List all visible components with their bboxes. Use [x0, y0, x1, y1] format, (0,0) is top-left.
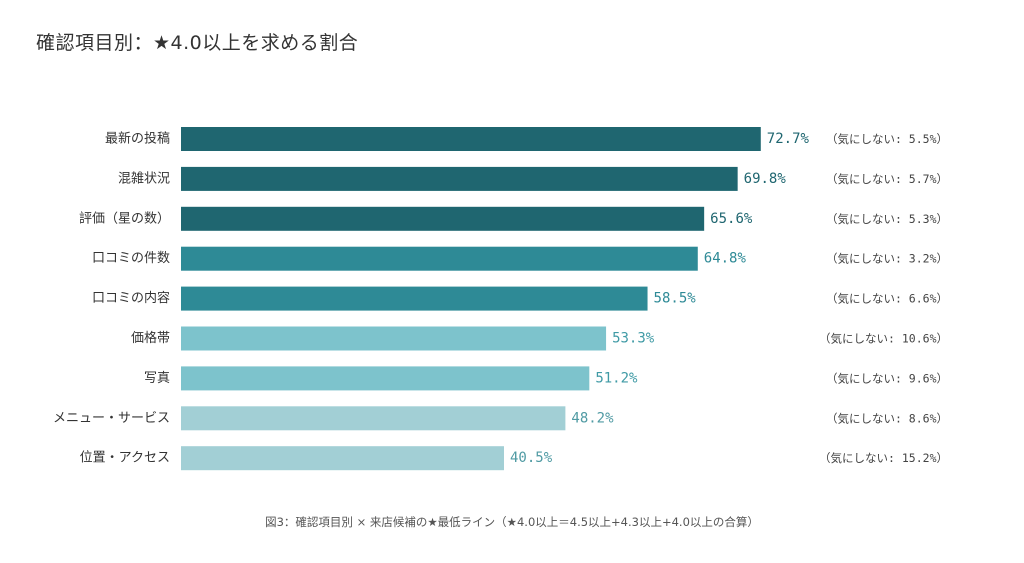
- category-label: 口コミの件数: [92, 251, 170, 266]
- value-label: 58.5%: [654, 291, 697, 307]
- bar: [181, 206, 705, 231]
- ignore-share-label: （気にしない: 5.3%）: [826, 212, 948, 226]
- ignore-share-label: （気にしない: 6.6%）: [826, 292, 948, 306]
- value-label: 72.7%: [767, 131, 810, 147]
- category-label: 混雑状況: [118, 170, 170, 186]
- value-label: 65.6%: [710, 211, 753, 227]
- value-label: 53.3%: [612, 331, 655, 347]
- figure-caption: 図3：確認項目別 × 来店候補の★最低ライン（★4.0以上＝4.5以上+4.3以…: [265, 515, 759, 529]
- ignore-share-label: （気にしない: 3.2%）: [826, 252, 948, 266]
- category-label: 口コミの内容: [92, 290, 170, 306]
- value-label: 40.5%: [510, 450, 553, 466]
- category-label: 価格帯: [131, 330, 170, 346]
- category-label: 位置・アクセス: [80, 451, 170, 466]
- category-label: 評価（星の数）: [79, 211, 170, 226]
- bar: [181, 406, 566, 431]
- chart-title: 確認項目別：★4.0以上を求める割合: [36, 32, 359, 54]
- category-label: メニュー・サービス: [53, 411, 170, 426]
- ignore-share-label: （気にしない: 5.7%）: [826, 172, 948, 186]
- ignore-share-label: （気にしない: 5.5%）: [826, 132, 948, 146]
- value-label: 64.8%: [704, 251, 747, 267]
- bar: [181, 246, 698, 271]
- category-label: 写真: [144, 371, 170, 386]
- ignore-share-label: （気にしない: 10.6%）: [819, 332, 948, 346]
- value-label: 69.8%: [744, 171, 787, 187]
- category-label: 最新の投稿: [105, 131, 170, 147]
- bar: [181, 326, 607, 351]
- ignore-share-label: （気にしない: 15.2%）: [819, 451, 948, 465]
- bar: [181, 166, 738, 191]
- ignore-share-label: （気にしない: 9.6%）: [826, 371, 948, 385]
- bar: [181, 366, 590, 391]
- ignore-share-label: （気にしない: 8.6%）: [826, 411, 948, 425]
- value-label: 48.2%: [571, 410, 614, 426]
- bar: [181, 446, 504, 471]
- bar: [181, 127, 761, 151]
- value-label: 51.2%: [595, 370, 638, 386]
- bar: [181, 286, 648, 311]
